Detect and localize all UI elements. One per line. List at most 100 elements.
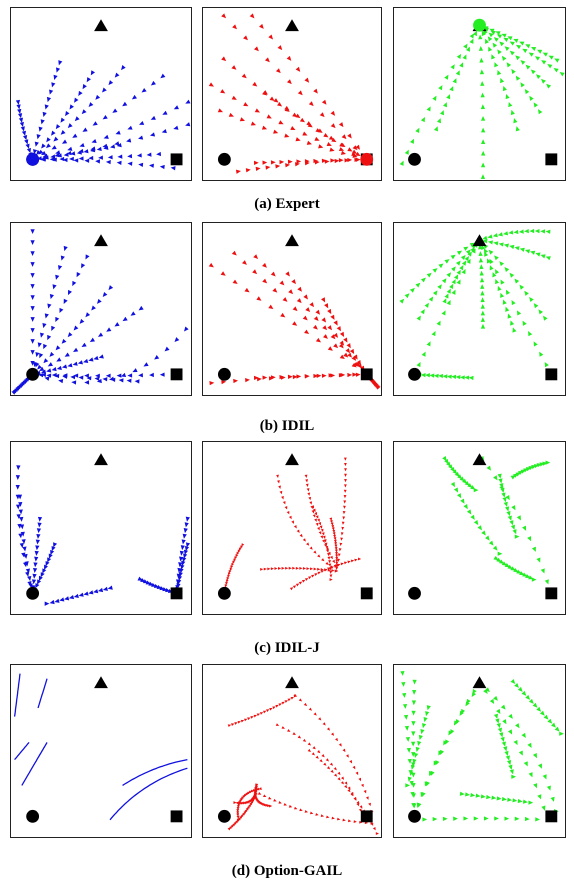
- goal-highlight: [26, 152, 40, 166]
- trajectory-marker: [292, 321, 298, 326]
- trajectory-marker: [73, 593, 79, 598]
- trajectory-marker: [525, 573, 531, 578]
- trajectory-marker: [333, 332, 339, 338]
- trajectory-marker: [42, 568, 47, 574]
- trajectory: [411, 679, 417, 819]
- trajectory-marker: [520, 60, 526, 65]
- trajectory-marker: [239, 815, 243, 819]
- trajectory-marker: [262, 710, 267, 714]
- trajectory-marker: [84, 380, 90, 385]
- trajectory-marker: [446, 272, 452, 278]
- trajectory-marker: [73, 347, 79, 352]
- trajectory-marker: [456, 493, 462, 499]
- trajectory-marker: [268, 796, 272, 800]
- trajectory-marker: [309, 567, 314, 571]
- trajectory: [208, 82, 370, 162]
- trajectory-marker: [316, 373, 322, 378]
- trajectory-marker: [237, 721, 241, 724]
- trajectory-marker: [331, 137, 337, 143]
- trajectory-marker: [238, 816, 242, 821]
- trajectory-marker: [250, 799, 254, 804]
- trajectory-marker: [162, 110, 168, 115]
- square-landmark: [545, 810, 558, 823]
- trajectory: [253, 783, 273, 808]
- trajectory-marker: [331, 732, 335, 736]
- trajectory-marker: [416, 361, 421, 368]
- trajectory-marker: [126, 138, 132, 143]
- trajectory-marker: [347, 560, 351, 564]
- trajectory-marker: [344, 784, 348, 789]
- trajectory-marker: [328, 563, 332, 567]
- trajectory-marker: [525, 64, 531, 70]
- trajectory-marker: [82, 84, 87, 90]
- trajectory-marker: [254, 792, 258, 796]
- trajectory-marker: [443, 740, 448, 746]
- trajectory-marker: [330, 566, 334, 569]
- trajectory-marker: [449, 283, 454, 289]
- trajectory-marker: [486, 794, 492, 800]
- trajectory-marker: [333, 534, 336, 538]
- trajectory: [293, 693, 374, 813]
- trajectory-marker: [330, 123, 336, 129]
- trajectory-marker: [473, 30, 477, 37]
- trajectory-marker: [512, 327, 517, 333]
- trajectory-marker: [495, 278, 500, 285]
- trajectory-marker: [342, 516, 346, 520]
- trajectory-marker: [313, 316, 319, 322]
- trajectory-marker: [433, 373, 439, 379]
- trajectory-marker: [353, 820, 357, 823]
- trajectory-marker: [491, 54, 496, 60]
- trajectory-marker: [322, 722, 326, 726]
- trajectory-marker: [240, 545, 243, 549]
- trajectory-marker: [321, 158, 327, 163]
- square-landmark: [170, 810, 183, 823]
- trajectory-marker: [262, 278, 268, 284]
- trajectory: [416, 238, 482, 321]
- trajectory-marker: [335, 551, 338, 556]
- trajectory-marker: [226, 576, 230, 581]
- trajectory-marker: [55, 345, 61, 351]
- trajectory-marker: [510, 524, 515, 530]
- trajectory-marker: [411, 782, 416, 788]
- trajectory-marker: [231, 562, 234, 567]
- trajectory-marker: [405, 737, 411, 742]
- trajectory-marker: [40, 572, 45, 578]
- trajectory-marker: [511, 505, 516, 511]
- trajectory-marker: [499, 41, 505, 47]
- panel-idil-red: [202, 222, 382, 396]
- trajectory-marker: [15, 475, 21, 480]
- square-landmark: [545, 368, 558, 381]
- trajectory-marker: [318, 521, 322, 526]
- trajectory-marker: [231, 250, 237, 256]
- trajectory: [30, 65, 126, 162]
- trajectory-marker: [411, 700, 417, 706]
- trajectory-marker: [455, 260, 461, 266]
- trajectory-marker: [528, 800, 534, 805]
- trajectory-marker: [402, 693, 407, 698]
- circle-landmark: [217, 152, 231, 166]
- trajectory-marker: [220, 271, 226, 276]
- trajectory: [477, 23, 560, 63]
- trajectory-marker: [480, 139, 486, 144]
- trajectory-marker: [542, 52, 548, 57]
- trajectory-marker: [81, 342, 87, 348]
- trajectory-marker: [293, 693, 297, 697]
- circle-landmark: [26, 367, 40, 381]
- trajectory-marker: [554, 726, 560, 732]
- trajectory-marker: [64, 352, 70, 357]
- trajectory-marker: [500, 704, 506, 710]
- trajectory-marker: [544, 362, 549, 368]
- trajectory-plot: [208, 13, 374, 174]
- trajectory-marker: [323, 762, 327, 766]
- trajectory-marker: [416, 315, 421, 321]
- trajectory-marker: [284, 133, 290, 138]
- trajectory-marker: [509, 769, 514, 775]
- trajectory-marker: [36, 528, 42, 534]
- trajectory: [30, 70, 96, 162]
- trajectory-marker: [326, 766, 331, 770]
- trajectory-marker: [478, 257, 484, 263]
- trajectory-marker: [32, 573, 37, 579]
- trajectory-marker: [404, 149, 409, 155]
- trajectory-marker: [116, 373, 122, 378]
- trajectory-marker: [236, 813, 240, 817]
